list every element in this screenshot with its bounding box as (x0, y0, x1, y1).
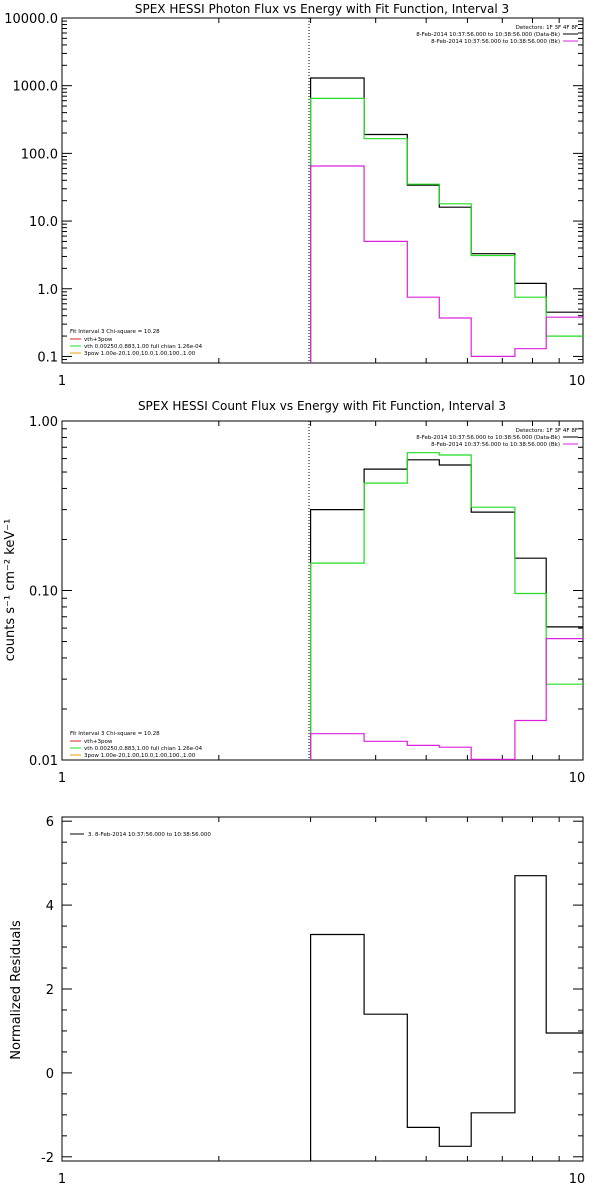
panel-photon-flux: SPEX HESSI Photon Flux vs Energy with Fi… (4, 2, 585, 389)
panel2-axes-frame (61, 420, 584, 761)
panel1-y-tick-label: 10.0 (29, 215, 58, 230)
panel3-x-tick-label: 1 (58, 1172, 66, 1187)
panel2-x-tick-label: 10 (569, 771, 586, 786)
panel3-x-tick-label: 10 (569, 1172, 586, 1187)
panel3-y-tick-label: -2 (41, 1151, 54, 1166)
panel-residuals: Normalized Residuals -2 0 2 4 6 1 10 3. 8-Feb… (9, 815, 585, 1187)
panel1-series-data-bk (310, 77, 583, 363)
panel1-axes-frame (61, 17, 584, 364)
panel2-title: SPEX HESSI Count Flux vs Energy with Fit… (138, 399, 506, 413)
panel2-fit-header: Fit Interval 3 Chi-square = 10.28 (70, 731, 160, 737)
panel1-y-tick-label: 0.1 (37, 350, 58, 365)
panel2-series (310, 452, 583, 760)
panel2-y-tick-label: 0.10 (29, 585, 58, 600)
panel1-fit-entry-vth: vth 0.00250,0.883,1.00 full chian 1.26e-… (84, 344, 203, 350)
panel1-y-tick-label: 100.0 (21, 147, 58, 162)
panel1-y-tick-label: 1000.0 (13, 80, 59, 95)
panel3-yticks: -2 0 2 4 6 (41, 815, 583, 1166)
panel2-series-vth-3pow (310, 452, 583, 760)
panel2-series-bk (310, 638, 583, 760)
panel2-fit-entry-vth: vth 0.00250,0.883,1.00 full chian 1.26e-… (84, 746, 203, 752)
panel2-ylabel: counts s⁻¹ cm⁻² keV⁻¹ (3, 519, 18, 662)
panel3-y-tick-label: 0 (46, 1067, 54, 1082)
panel-count-flux: SPEX HESSI Count Flux vs Energy with Fit… (3, 399, 585, 786)
panel3-y-tick-label: 4 (46, 899, 54, 914)
panel1-title: SPEX HESSI Photon Flux vs Energy with Fi… (135, 2, 509, 16)
panel3-xticks: 1 10 (58, 817, 585, 1187)
panel3-y-tick-label: 2 (46, 983, 54, 998)
panel2-series-data-bk (310, 459, 583, 760)
panel3-legend: 3. 8-Feb-2014 10:37:56.000 to 10:38:56.0… (70, 832, 211, 838)
panel3-series (310, 875, 583, 1161)
panel1-legend-bottomleft: Fit Interval 3 Chi-square = 10.28 vth+3p… (70, 329, 203, 357)
panel1-legend-topright: Detectors: 1F 3F 4F 8F 8-Feb-2014 10:37:… (416, 25, 578, 45)
panel3-axes-frame (61, 816, 584, 1162)
panel1-series-bk (310, 165, 583, 363)
panel2-legend-topright: Detectors: 1F 3F 4F 8F 8-Feb-2014 10:37:… (416, 428, 578, 448)
panel1-y-tick-label: 10000.0 (4, 12, 58, 27)
panel2-legend-header: Detectors: 1F 3F 4F 8F (516, 428, 578, 434)
panel2-fit-entry-total: vth+3pow (84, 739, 113, 745)
panel1-fit-header: Fit Interval 3 Chi-square = 10.28 (70, 329, 160, 335)
panel3-legend-entry: 3. 8-Feb-2014 10:37:56.000 to 10:38:56.0… (88, 832, 211, 838)
panel2-y-tick-label: 0.01 (29, 754, 58, 769)
panel1-x-tick-label: 1 (58, 374, 66, 389)
panel1-yticks: 0.1 1.0 10.0 100.0 1000.0 10000.0 (4, 12, 583, 365)
panel3-series-3-8-feb-2014-10-37-56-000-to-10-38-56-000 (310, 875, 583, 1161)
panel2-x-tick-label: 1 (58, 771, 66, 786)
panel1-legend-entry-data-bk: 8-Feb-2014 10:37:56.000 to 10:38:56.000 … (416, 32, 560, 38)
panel1-series (310, 77, 583, 363)
panel1-legend-header: Detectors: 1F 3F 4F 8F (516, 25, 578, 31)
panel1-y-tick-label: 1.0 (37, 283, 58, 298)
panel1-x-tick-label: 10 (569, 374, 586, 389)
panel1-xticks: 1 10 (58, 18, 585, 389)
panel2-legend-entry-bk: 8-Feb-2014 10:37:56.000 to 10:38:56.000 … (431, 442, 560, 448)
panel3-ylabel: Normalized Residuals (9, 920, 24, 1060)
panel2-fit-entry-3pow: 3pow 1.00e-20,1.00,10.0,1.00,100.,1.00 (84, 753, 196, 759)
panel1-fit-entry-3pow: 3pow 1.00e-20,1.00,10.0,1.00,100.,1.00 (84, 351, 196, 357)
panel1-fit-entry-total: vth+3pow (84, 337, 113, 343)
panel1-series-vth-3pow (310, 97, 583, 363)
panel2-yticks: 0.01 0.10 1.00 (29, 415, 583, 769)
panel2-legend-bottomleft: Fit Interval 3 Chi-square = 10.28 vth+3p… (70, 731, 203, 759)
panel1-legend-entry-bk: 8-Feb-2014 10:37:56.000 to 10:38:56.000 … (431, 39, 560, 45)
panel2-y-tick-label: 1.00 (29, 415, 58, 430)
panel3-y-tick-label: 6 (46, 815, 54, 830)
panel2-legend-entry-data-bk: 8-Feb-2014 10:37:56.000 to 10:38:56.000 … (416, 435, 560, 441)
